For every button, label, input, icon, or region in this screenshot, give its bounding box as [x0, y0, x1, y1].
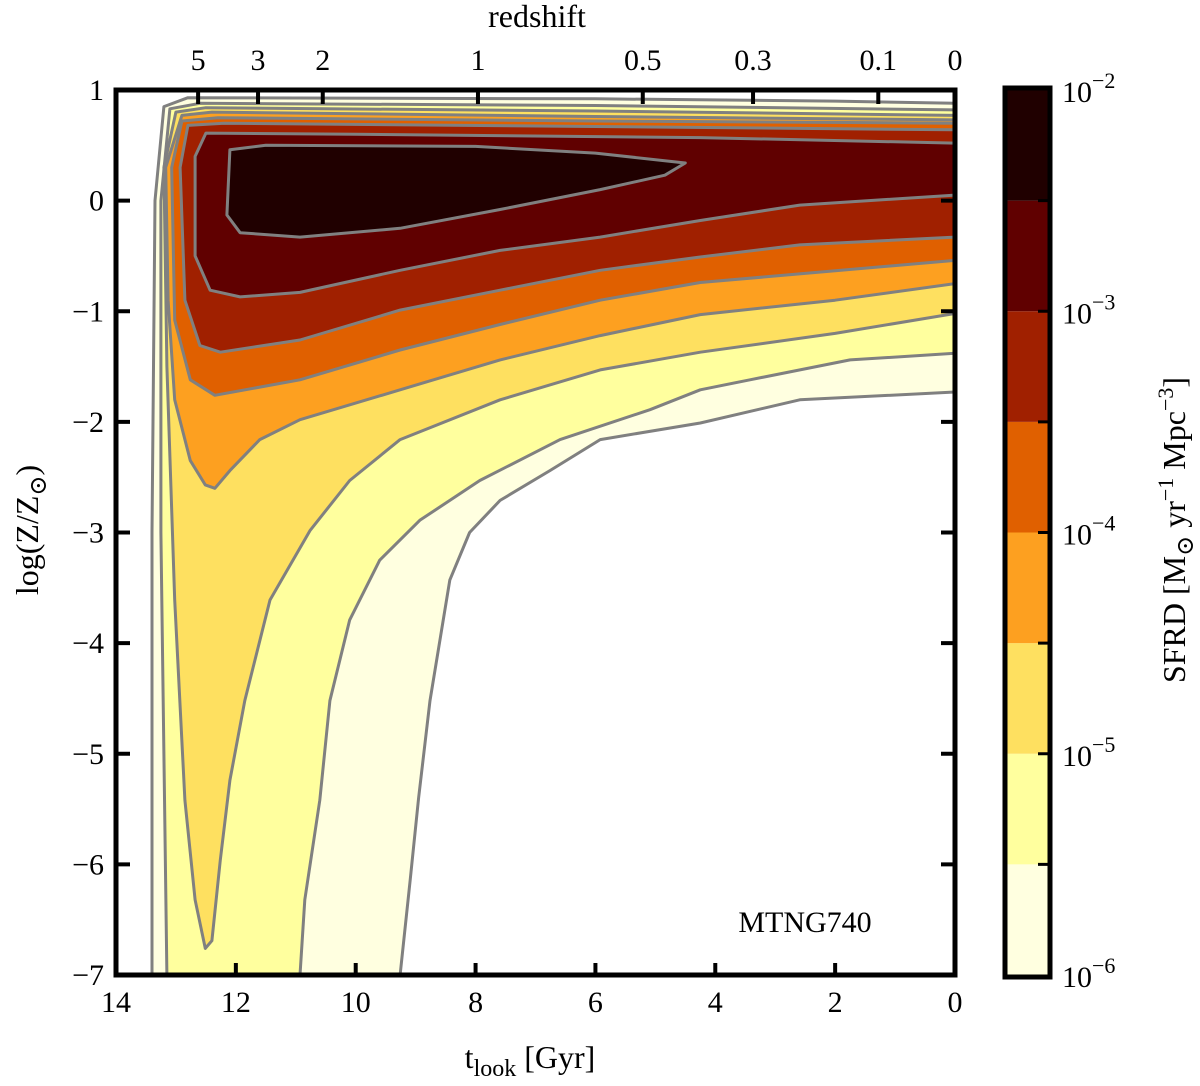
y-tick-label: −7: [72, 959, 104, 992]
colorbar-band-7: [1005, 200, 1050, 312]
redshift-tick-label: 0: [948, 44, 963, 77]
redshift-tick-label: 0.1: [860, 44, 898, 77]
y-tick-label: 1: [89, 74, 104, 107]
colorbar: [1005, 90, 1050, 975]
colorbar-tick-label: 10−3: [1062, 289, 1115, 330]
redshift-tick-label: 0.5: [624, 44, 662, 77]
colorbar-tick-label: 10−6: [1062, 953, 1115, 994]
colorbar-band-4: [1005, 532, 1050, 644]
x-tick-label: 8: [468, 986, 483, 1019]
colorbar-band-8: [1005, 90, 1050, 201]
y-tick-label: −1: [72, 295, 104, 328]
y-tick-label: −5: [72, 738, 104, 771]
contour-level-8: [225, 143, 687, 239]
simulation-annotation: MTNG740: [738, 906, 871, 939]
colorbar-band-2: [1005, 753, 1050, 865]
redshift-tick-label: 0.3: [734, 44, 772, 77]
colorbar-band-1: [1005, 864, 1050, 975]
y-axis: 1 0 −1 −2 −3 −4 −5 −6 −7: [72, 74, 955, 992]
colorbar-band-3: [1005, 643, 1050, 754]
x-tick-label: 4: [708, 986, 723, 1019]
colorbar-band-6: [1005, 311, 1050, 422]
y-tick-label: −6: [72, 848, 104, 881]
redshift-tick-label: 5: [191, 44, 206, 77]
y-tick-label: −4: [72, 627, 104, 660]
y-axis-label: log(Z/Z⊙): [9, 465, 52, 595]
colorbar-tick-label: 10−5: [1062, 732, 1115, 773]
redshift-tick-label: 1: [470, 44, 485, 77]
colorbar-tick-label: 10−4: [1062, 511, 1115, 552]
x-tick-label: 2: [828, 986, 843, 1019]
y-tick-label: −2: [72, 406, 104, 439]
x-tick-label: 14: [101, 986, 131, 1019]
redshift-tick-label: 2: [315, 44, 330, 77]
redshift-tick-label: 3: [251, 44, 266, 77]
x-axis-label: tlook [Gyr]: [465, 1039, 596, 1081]
contour-fills: [150, 96, 955, 975]
redshift-axis: 5 3 2 1 0.5 0.3 0.1 0: [191, 44, 963, 104]
x-tick-label: 0: [948, 986, 963, 1019]
redshift-axis-label: redshift: [488, 0, 586, 34]
y-tick-label: −3: [72, 517, 104, 550]
x-tick-label: 6: [588, 986, 603, 1019]
x-tick-label: 10: [341, 986, 371, 1019]
colorbar-label: SFRD [M⊙ yr−1 Mpc−3]: [1153, 377, 1199, 683]
x-axis: 14 12 10 8 6 4 2 0: [101, 963, 963, 1019]
colorbar-ticks: 10−2 10−3 10−4 10−5 10−6: [1038, 68, 1115, 994]
colorbar-tick-label: 10−2: [1062, 68, 1115, 109]
colorbar-band-5: [1005, 421, 1050, 533]
y-tick-label: 0: [89, 185, 104, 218]
x-tick-label: 12: [221, 986, 251, 1019]
